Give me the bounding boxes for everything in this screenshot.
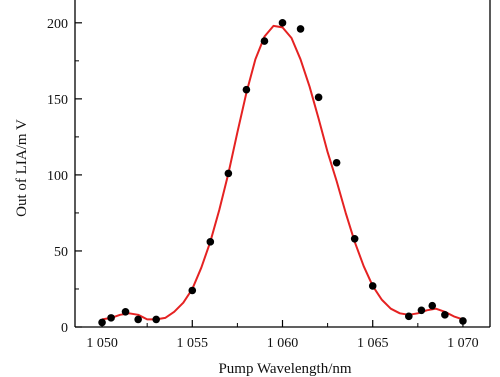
fit-curve <box>101 24 464 321</box>
plot-frame <box>74 0 491 328</box>
data-point <box>107 314 115 322</box>
data-point <box>368 282 377 290</box>
x-tick-label: 1 065 <box>357 336 389 351</box>
data-point <box>428 301 437 310</box>
data-point <box>278 19 287 27</box>
y-tick-label: 200 <box>47 17 68 32</box>
x-axis-title: Pump Wavelength/nm <box>218 361 351 377</box>
y-axis-title: Out of LIA/m V <box>14 119 30 217</box>
data-point <box>350 234 359 243</box>
x-tick-label: 1 050 <box>86 336 118 351</box>
y-tick-label: 0 <box>61 321 68 336</box>
x-tick-label: 1 070 <box>447 336 479 351</box>
data-point <box>152 315 160 324</box>
data-point <box>121 307 130 316</box>
data-point <box>242 85 251 94</box>
x-tick-label: 1 055 <box>177 336 209 351</box>
y-tick-label: 50 <box>54 245 68 260</box>
data-point <box>314 93 323 102</box>
data-point <box>224 169 233 178</box>
y-tick-label: 150 <box>47 93 68 108</box>
y-axis-ticks: 0 50 100 150 200 <box>47 17 82 336</box>
data-point <box>441 311 449 319</box>
data-point <box>206 238 215 246</box>
data-point <box>459 317 467 325</box>
data-point <box>332 158 341 167</box>
data-point <box>98 318 106 327</box>
data-point <box>134 315 142 324</box>
x-tick-label: 1 060 <box>267 336 299 351</box>
data-point <box>188 286 197 295</box>
data-point <box>296 25 305 33</box>
data-point <box>260 37 269 45</box>
x-axis-ticks: 1 050 1 055 1 060 1 065 1 070 <box>86 320 479 351</box>
data-point <box>417 306 426 315</box>
y-tick-label: 100 <box>47 169 68 184</box>
series-layer <box>98 19 467 327</box>
data-point <box>405 312 413 321</box>
